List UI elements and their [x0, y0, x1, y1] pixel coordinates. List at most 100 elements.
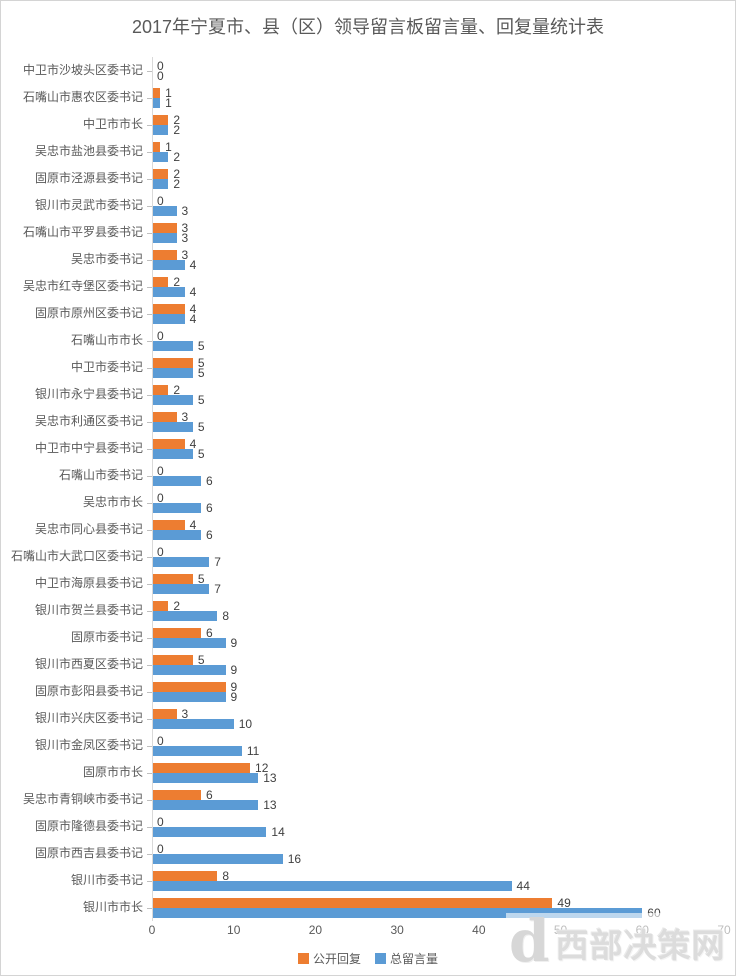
- bar-public-reply: [152, 87, 161, 98]
- category-axis-tick: [147, 205, 152, 207]
- chart-row: 固原市原州区委书记 4 4: [1, 300, 735, 327]
- value-label: 14: [271, 824, 285, 839]
- x-axis-label: 10: [227, 923, 241, 937]
- value-label: 0: [157, 814, 164, 829]
- category-axis-tick: [147, 529, 152, 531]
- value-label: 0: [157, 463, 164, 478]
- category-label: 固原市隆德县委书记: [34, 818, 143, 833]
- bar-total-messages: [152, 664, 226, 675]
- value-label: 5: [197, 419, 205, 434]
- bar-total-messages: [152, 205, 177, 216]
- chart-row: 银川市兴庆区委书记 3 10: [1, 705, 735, 732]
- chart-row: 吴忠市利通区委书记 3 5: [1, 408, 735, 435]
- category-label: 固原市委书记: [70, 629, 143, 644]
- category-label: 石嘴山市委书记: [58, 467, 143, 482]
- value-label: 0: [157, 490, 164, 505]
- category-label: 固原市原州区委书记: [34, 305, 143, 320]
- category-label: 中卫市海原县委书记: [34, 575, 143, 590]
- category-axis-tick: [147, 772, 152, 774]
- category-axis-tick: [147, 907, 152, 909]
- bar-group: 12 13: [152, 762, 735, 784]
- category-axis-tick: [147, 394, 152, 396]
- category-label: 吴忠市盐池县委书记: [34, 143, 143, 158]
- value-label: 2: [173, 166, 181, 181]
- value-label: 8: [222, 868, 230, 883]
- bar-total-messages: [152, 421, 193, 432]
- category-axis-tick: [147, 313, 152, 315]
- bar-total-messages: [152, 313, 185, 324]
- chart-row: 银川市委书记 8 44: [1, 867, 735, 894]
- category-label: 固原市彭阳县委书记: [34, 683, 143, 698]
- category-label: 固原市泾源县委书记: [34, 170, 143, 185]
- category-axis-tick: [147, 286, 152, 288]
- value-label: 0: [157, 68, 164, 83]
- value-label: 0: [157, 841, 164, 856]
- bar-total-messages: [152, 556, 210, 567]
- category-label: 吴忠市利通区委书记: [34, 413, 143, 428]
- category-axis-tick: [147, 556, 152, 558]
- value-label: 5: [197, 365, 205, 380]
- value-label: 2: [173, 598, 181, 613]
- value-label: 49: [557, 895, 571, 910]
- x-axis-label: 40: [472, 923, 486, 937]
- x-axis-label: 0: [148, 923, 156, 937]
- chart-row: 石嘴山市惠农区委书记 1 1: [1, 84, 735, 111]
- value-label: 9: [230, 635, 238, 650]
- chart-row: 中卫市市长 2 2: [1, 111, 735, 138]
- category-label: 中卫市委书记: [70, 359, 143, 374]
- value-label: 4: [189, 284, 197, 299]
- value-label: 2: [173, 176, 181, 191]
- value-label: 4: [189, 436, 197, 451]
- category-axis-tick: [147, 70, 152, 72]
- bar-total-messages: [152, 286, 185, 297]
- bar-public-reply: [152, 789, 202, 800]
- bar-total-messages: [152, 637, 226, 648]
- category-label: 银川市委书记: [70, 872, 143, 887]
- bar-total-messages: [152, 691, 226, 702]
- bar-public-reply: [152, 708, 177, 719]
- category-label: 石嘴山市平罗县委书记: [22, 224, 143, 239]
- bar-total-messages: [152, 124, 169, 135]
- value-label: 5: [197, 338, 205, 353]
- bar-total-messages: [152, 907, 643, 918]
- bar-public-reply: [152, 141, 161, 152]
- bar-total-messages: [152, 772, 259, 783]
- value-label: 8: [222, 608, 230, 623]
- category-axis-tick: [147, 502, 152, 504]
- bar-group: 0 14: [152, 814, 735, 839]
- bar-public-reply: [152, 384, 169, 395]
- watermark-fade-overlay: [506, 913, 735, 975]
- value-label: 0: [157, 193, 164, 208]
- category-label: 吴忠市青铜峡市委书记: [22, 791, 143, 806]
- chart-row: 银川市永宁县委书记 2 5: [1, 381, 735, 408]
- value-label: 9: [230, 689, 238, 704]
- value-label: 3: [181, 203, 189, 218]
- chart-row: 吴忠市青铜峡市委书记 6 13: [1, 786, 735, 813]
- bar-group: 0 11: [152, 735, 735, 757]
- chart-row: 固原市泾源县委书记 2 2: [1, 165, 735, 192]
- category-axis-tick: [147, 232, 152, 234]
- legend-label-total-messages: 总留言量: [390, 952, 439, 966]
- category-axis-tick: [147, 421, 152, 423]
- chart-row: 石嘴山市委书记 0 6: [1, 462, 735, 489]
- category-axis-tick: [147, 448, 152, 450]
- category-axis-tick: [147, 880, 152, 882]
- category-axis-tick: [147, 178, 152, 180]
- legend-item-public-reply: 公开回复: [297, 950, 361, 967]
- chart-row: 固原市彭阳县委书记 9 9: [1, 678, 735, 705]
- chart-row: 吴忠市市长 0 6: [1, 489, 735, 516]
- value-label: 2: [173, 149, 181, 164]
- value-label: 2: [173, 122, 181, 137]
- value-label: 7: [214, 581, 221, 596]
- value-label: 1: [165, 85, 172, 100]
- bar-public-reply: [152, 627, 202, 638]
- chart-row: 吴忠市盐池县委书记 1 2: [1, 138, 735, 165]
